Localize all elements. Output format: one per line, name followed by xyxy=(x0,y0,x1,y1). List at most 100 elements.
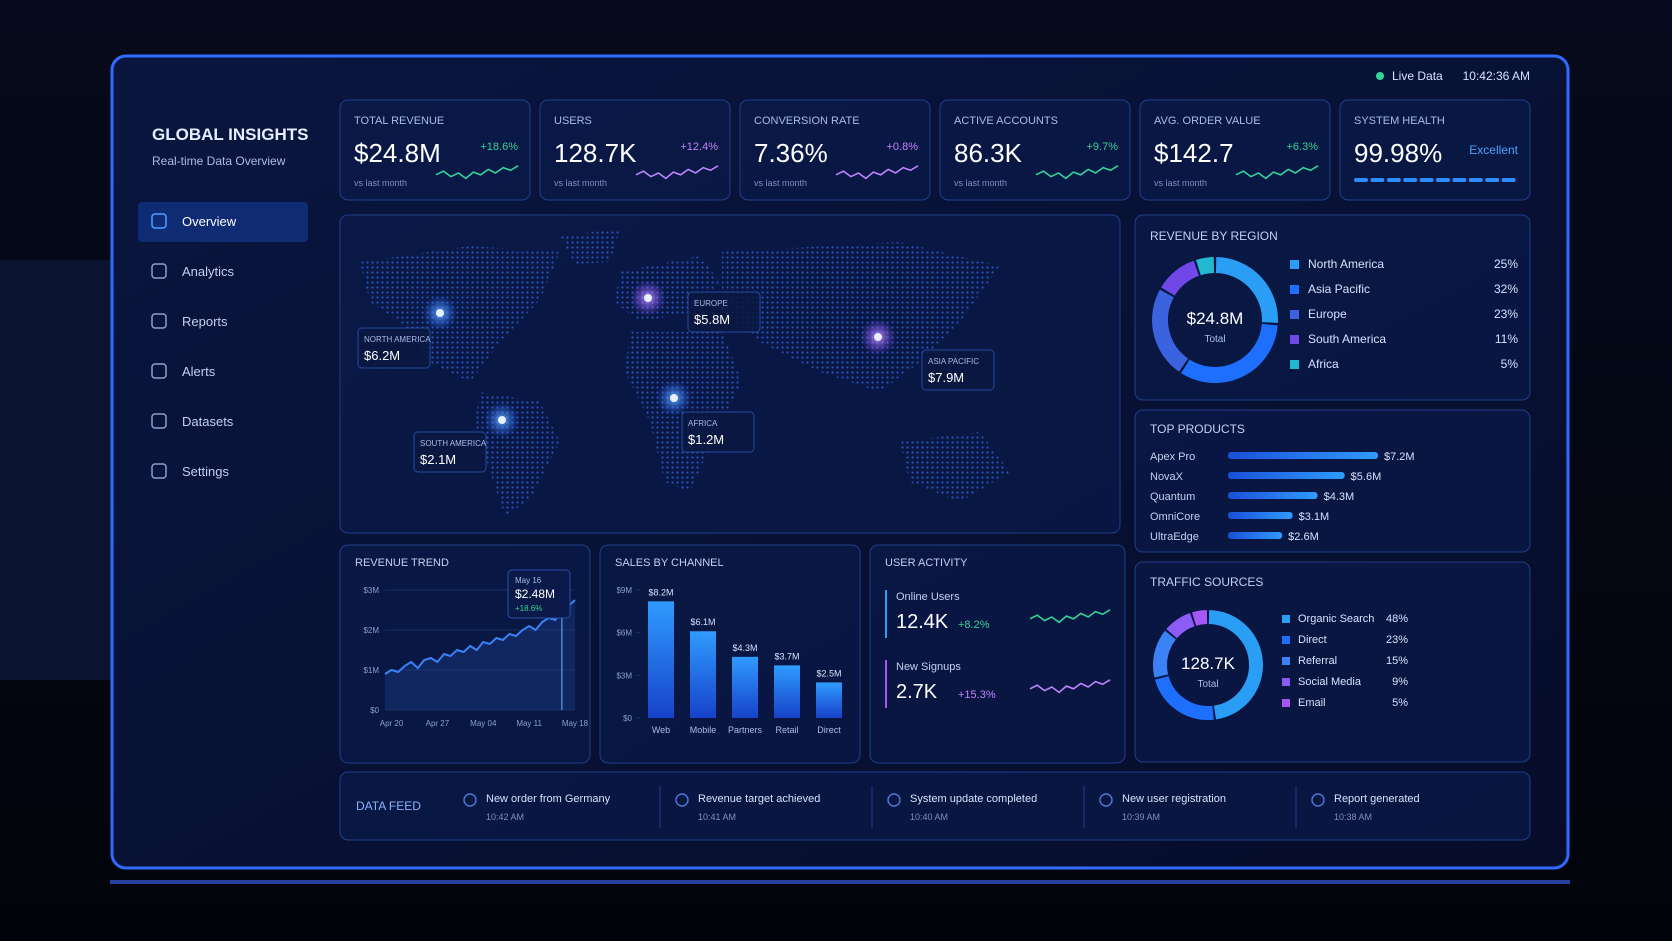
kpi-note: vs last month xyxy=(554,178,607,188)
activity-label: Online Users xyxy=(896,591,960,603)
x-tick-label: Mobile xyxy=(690,725,717,735)
kpi-change: +18.6% xyxy=(480,141,518,153)
legend-label: Referral xyxy=(1298,655,1337,667)
continent xyxy=(900,432,1010,502)
nav-icon xyxy=(151,463,167,479)
x-tick-label: Direct xyxy=(817,725,841,735)
kpi-card xyxy=(1139,99,1331,201)
nav-item[interactable]: Settings xyxy=(182,464,229,479)
donut-slice xyxy=(1208,610,1263,720)
health-segment xyxy=(1468,178,1483,182)
x-tick-label: Retail xyxy=(775,725,798,735)
health-segment xyxy=(1419,178,1434,182)
product-name: OmniCore xyxy=(1150,511,1200,523)
health-label: SYSTEM HEALTH xyxy=(1354,115,1445,127)
live-indicator xyxy=(1376,72,1384,80)
bar-label: $8.2M xyxy=(648,587,673,597)
legend-swatch xyxy=(1282,636,1290,644)
nav-item[interactable]: Alerts xyxy=(182,364,216,379)
panel-title: SALES BY CHANNEL xyxy=(615,557,724,569)
donut-center-label: Total xyxy=(1204,334,1225,345)
feed-icon xyxy=(675,793,689,807)
y-tick-label: $3M xyxy=(616,671,632,680)
x-tick-label: Apr 27 xyxy=(426,719,450,728)
region-value: $7.9M xyxy=(928,370,964,385)
feed-icon xyxy=(1311,793,1325,807)
legend-value: 25% xyxy=(1494,257,1518,271)
continent xyxy=(722,242,1000,392)
health-segment xyxy=(1485,178,1500,182)
legend-label: Social Media xyxy=(1298,676,1362,688)
activity-change: +8.2% xyxy=(958,619,990,631)
feed-panel xyxy=(339,771,1531,841)
kpi-change: +6.3% xyxy=(1287,141,1319,153)
bar-label: $6.1M xyxy=(690,617,715,627)
kpi-card xyxy=(539,99,731,201)
region-label-box xyxy=(413,431,487,473)
donut-slice xyxy=(1192,610,1208,626)
x-tick-label: May 11 xyxy=(516,719,542,728)
legend-label: Africa xyxy=(1308,357,1339,371)
product-bar xyxy=(1228,512,1293,519)
panel-title: DATA FEED xyxy=(356,799,421,813)
health-segment xyxy=(1370,178,1385,182)
kpi-value: 7.36% xyxy=(754,138,828,168)
region-value: $2.1M xyxy=(420,452,456,467)
tooltip-date: May 16 xyxy=(515,576,542,585)
legend-swatch xyxy=(1282,615,1290,623)
kpi-value: $142.7 xyxy=(1154,138,1234,168)
kpi-note: vs last month xyxy=(354,178,407,188)
product-value: $3.1M xyxy=(1299,511,1330,523)
y-tick-label: $0 xyxy=(623,714,632,723)
donut-slice xyxy=(1166,613,1195,639)
product-value: $4.3M xyxy=(1324,491,1355,503)
region-label-box xyxy=(681,411,755,453)
product-bar xyxy=(1228,472,1345,479)
region-name: SOUTH AMERICA xyxy=(420,439,487,448)
x-tick-label: Partners xyxy=(728,725,763,735)
donut-slice xyxy=(1161,260,1200,296)
bar xyxy=(732,656,758,718)
feed-text: System update completed xyxy=(910,793,1037,805)
legend-label: North America xyxy=(1308,257,1384,271)
legend-label: Asia Pacific xyxy=(1308,282,1370,296)
kpi-label: CONVERSION RATE xyxy=(754,115,860,127)
nav-active xyxy=(138,202,308,242)
nav-item[interactable]: Datasets xyxy=(182,414,234,429)
legend-swatch xyxy=(1290,310,1299,319)
sparkline xyxy=(835,165,919,180)
y-tick-label: $6M xyxy=(616,629,632,638)
nav-item[interactable]: Overview xyxy=(182,214,237,229)
kpi-change: +0.8% xyxy=(887,141,919,153)
region-value: $5.8M xyxy=(694,312,730,327)
region-value: $1.2M xyxy=(688,432,724,447)
legend-swatch xyxy=(1290,360,1299,369)
activity-change: +15.3% xyxy=(958,689,996,701)
health-card xyxy=(1339,99,1531,201)
health-segment xyxy=(1386,178,1401,182)
continent xyxy=(560,229,620,264)
nav-item[interactable]: Analytics xyxy=(182,264,235,279)
tooltip-change: +18.6% xyxy=(515,604,542,613)
donut-slice xyxy=(1215,257,1278,323)
region-value: $6.2M xyxy=(364,348,400,363)
donut-center-value: 128.7K xyxy=(1181,654,1236,673)
legend-label: Email xyxy=(1298,697,1326,709)
trend-line xyxy=(384,599,576,675)
legend-swatch xyxy=(1282,699,1290,707)
kpi-label: AVG. ORDER VALUE xyxy=(1154,115,1261,127)
legend-value: 9% xyxy=(1392,676,1408,688)
feed-icon xyxy=(887,793,901,807)
region-name: AFRICA xyxy=(688,419,718,428)
kpi-note: vs last month xyxy=(954,178,1007,188)
window xyxy=(0,260,115,680)
health-segment xyxy=(1354,178,1368,182)
y-tick-label: $9M xyxy=(616,586,632,595)
clock: 10:42:36 AM xyxy=(1463,69,1530,83)
feed-time: 10:40 AM xyxy=(910,812,948,822)
donut-slice xyxy=(1155,675,1214,720)
kpi-value: 128.7K xyxy=(554,138,637,168)
nav-item[interactable]: Reports xyxy=(182,314,228,329)
